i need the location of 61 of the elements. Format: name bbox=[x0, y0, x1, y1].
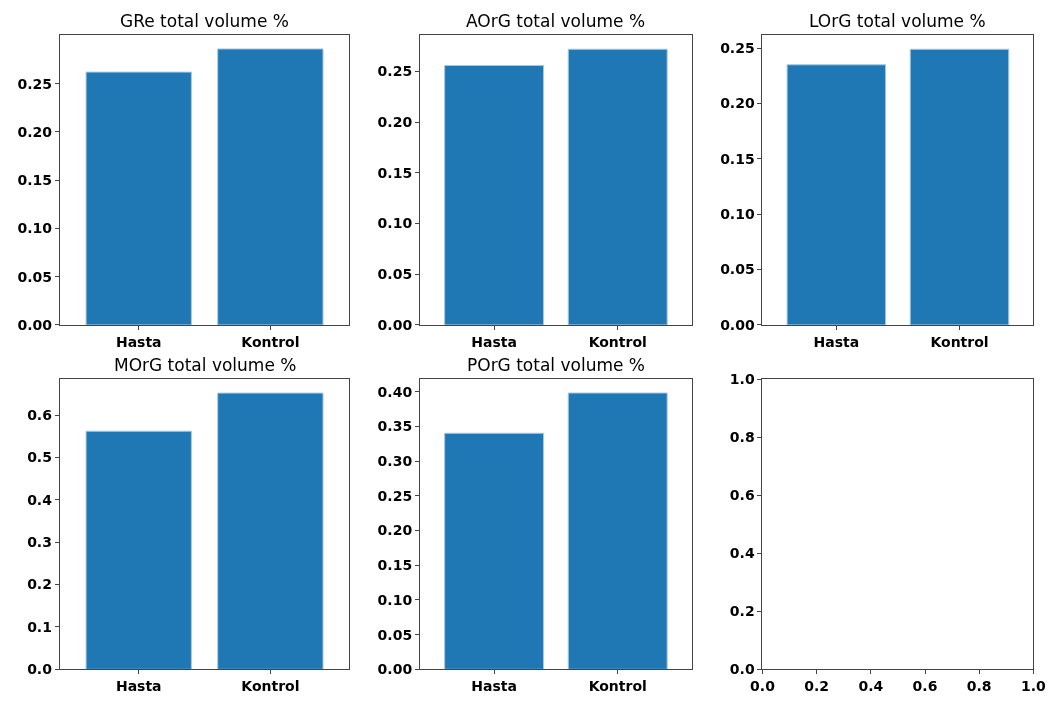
chart-title: MOrG total volume % bbox=[114, 355, 297, 375]
y-tick-label: 0.15 bbox=[377, 164, 413, 181]
y-tick-label: 0.3 bbox=[27, 534, 52, 551]
chart-title: POrG total volume % bbox=[467, 355, 646, 375]
y-tick-label: 0.20 bbox=[720, 95, 755, 112]
y-tick-label: 0.25 bbox=[17, 75, 52, 92]
chart-title: LOrG total volume % bbox=[809, 11, 986, 31]
y-tick-label: 0.05 bbox=[17, 268, 52, 285]
y-tick-label: 0.05 bbox=[377, 266, 413, 283]
y-tick-label: 0.15 bbox=[377, 557, 413, 574]
y-tick-label: 0.10 bbox=[720, 206, 755, 223]
x-tick-label: 0.4 bbox=[858, 678, 884, 695]
chart-title: AOrG total volume % bbox=[466, 11, 646, 31]
y-tick-label: 0.25 bbox=[377, 487, 413, 504]
x-tick-label: Hasta bbox=[115, 333, 162, 350]
x-tick-label: 0.8 bbox=[966, 678, 992, 695]
y-tick-label: 0.15 bbox=[17, 172, 52, 189]
y-tick-label: 0.00 bbox=[377, 316, 413, 333]
y-tick-label: 0.2 bbox=[729, 603, 755, 620]
y-tick-label: 0.20 bbox=[377, 114, 413, 131]
y-tick-label: 0.1 bbox=[27, 618, 52, 635]
x-tick-label: Kontrol bbox=[588, 333, 647, 350]
x-tick-label: Kontrol bbox=[588, 678, 647, 695]
y-tick-label: 1.0 bbox=[729, 371, 755, 388]
y-tick-label: 0.00 bbox=[377, 661, 413, 678]
y-tick-label: 0.25 bbox=[377, 63, 413, 80]
y-tick-label: 0.00 bbox=[17, 316, 53, 333]
x-tick-label: Hasta bbox=[115, 678, 162, 695]
y-tick-label: 0.10 bbox=[377, 215, 413, 232]
y-tick-label: 0.30 bbox=[377, 452, 413, 469]
x-tick-label: 0.0 bbox=[750, 678, 776, 695]
y-tick-label: 0.15 bbox=[720, 150, 755, 167]
x-tick-label: 0.2 bbox=[804, 678, 830, 695]
y-tick-label: 0.4 bbox=[729, 545, 755, 562]
x-tick-label: 1.0 bbox=[1020, 678, 1047, 695]
y-tick-label: 0.25 bbox=[720, 40, 755, 57]
y-tick-label: 0.10 bbox=[17, 220, 53, 237]
x-tick-label: 0.6 bbox=[912, 678, 938, 695]
y-tick-label: 0.5 bbox=[27, 449, 52, 466]
y-tick-label: 0.0 bbox=[27, 661, 53, 678]
y-tick-label: 0.40 bbox=[377, 383, 413, 400]
y-tick-label: 0.4 bbox=[27, 491, 53, 508]
x-tick-label: Hasta bbox=[471, 333, 517, 350]
y-tick-label: 0.0 bbox=[729, 661, 755, 678]
y-tick-label: 0.05 bbox=[720, 261, 755, 278]
y-tick-label: 0.00 bbox=[720, 316, 755, 333]
y-tick-label: 0.6 bbox=[729, 487, 755, 504]
y-tick-label: 0.8 bbox=[729, 429, 755, 446]
y-tick-label: 0.10 bbox=[377, 591, 413, 608]
y-tick-label: 0.05 bbox=[377, 626, 413, 643]
y-tick-label: 0.20 bbox=[377, 522, 413, 539]
x-tick-label: Kontrol bbox=[930, 333, 989, 350]
y-tick-label: 0.6 bbox=[27, 407, 52, 424]
x-tick-label: Hasta bbox=[813, 333, 860, 350]
x-tick-label: Hasta bbox=[471, 678, 517, 695]
y-tick-label: 0.20 bbox=[17, 123, 53, 140]
y-tick-label: 0.35 bbox=[377, 418, 413, 435]
chart-title: GRe total volume % bbox=[120, 11, 289, 31]
y-tick-label: 0.2 bbox=[27, 576, 52, 593]
x-tick-label: Kontrol bbox=[241, 333, 300, 350]
x-tick-label: Kontrol bbox=[241, 678, 300, 695]
